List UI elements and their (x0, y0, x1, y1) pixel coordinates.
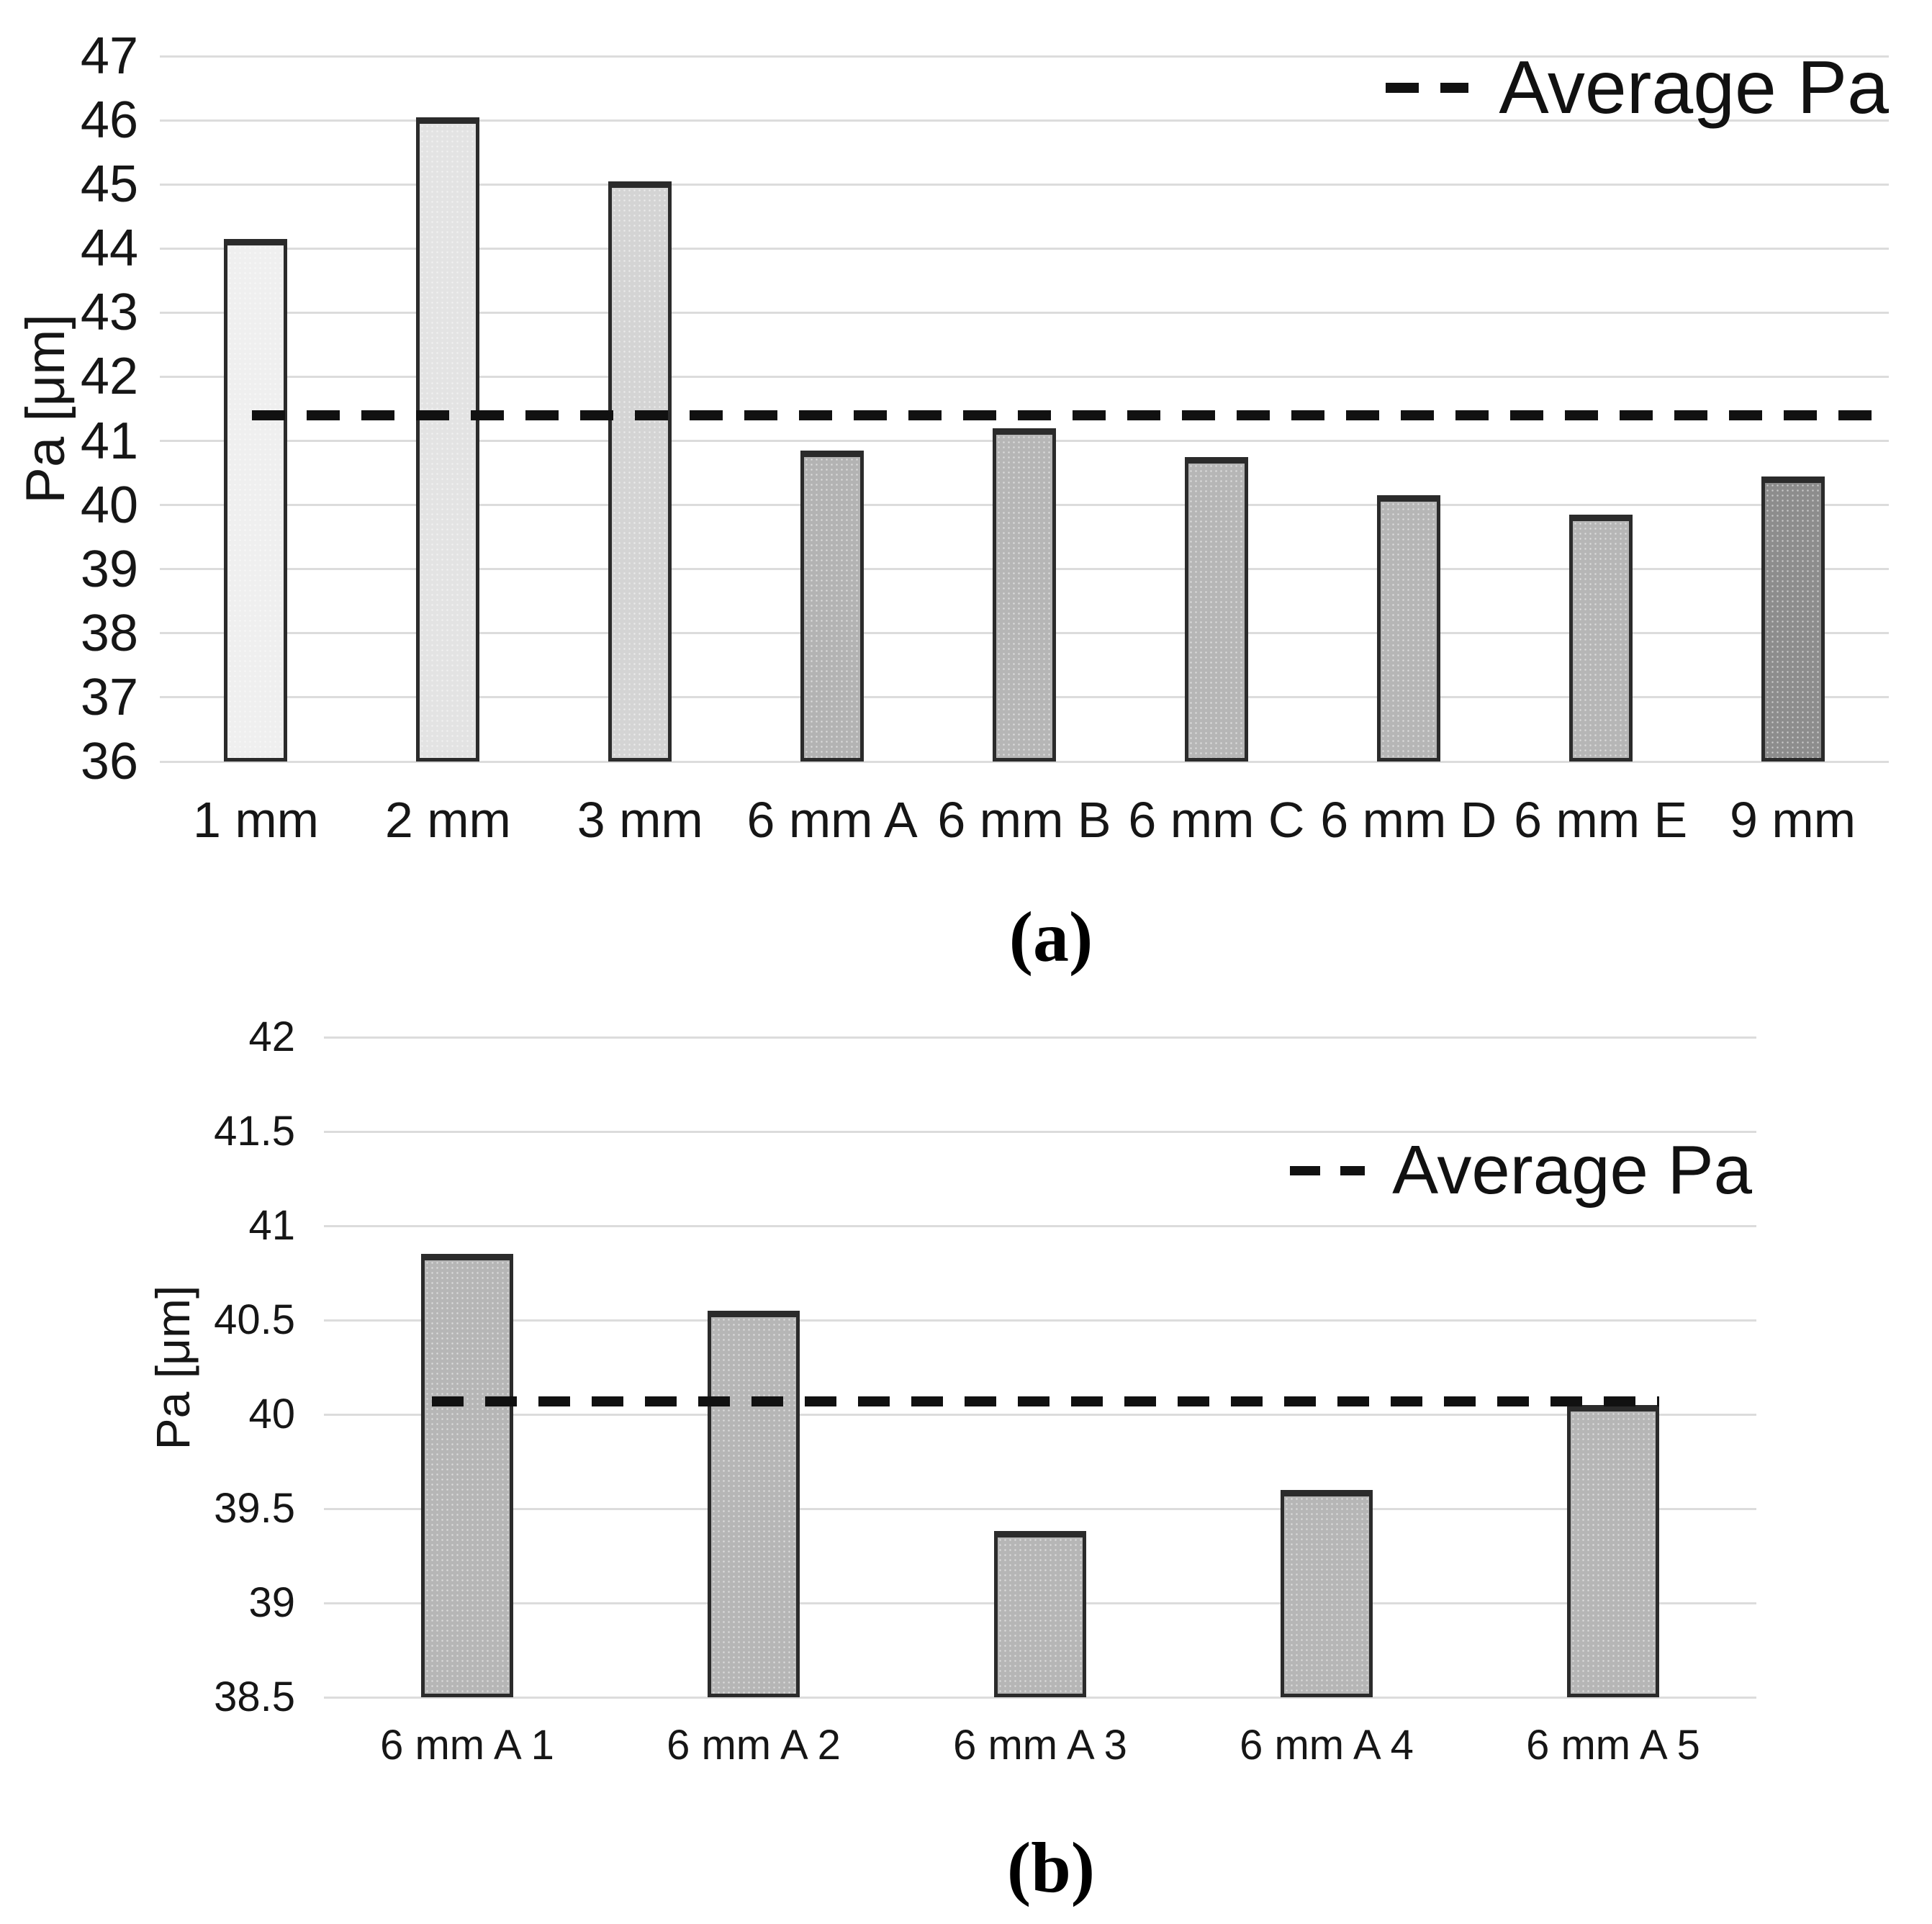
y-tick-label: 39.5 (214, 1485, 295, 1532)
y-tick-label: 41 (248, 1202, 295, 1249)
y-axis-title: Pa [μm] (146, 1285, 199, 1450)
x-tick-label: 9 mm (1730, 792, 1856, 848)
gridline (324, 1036, 1756, 1039)
legend-label: Average Pa (1499, 46, 1889, 130)
bar-9-mm (1761, 476, 1825, 762)
caption-b: (b) (1006, 1828, 1096, 1907)
y-tick-label: 47 (80, 27, 138, 85)
gridline (324, 1696, 1756, 1699)
y-tick-label: 42 (80, 348, 138, 406)
bar-6-mm-d (1376, 495, 1440, 762)
gridline (160, 760, 1889, 763)
y-tick-label: 43 (80, 284, 138, 342)
x-tick-label: 1 mm (192, 792, 319, 848)
y-tick-label: 40 (248, 1391, 295, 1437)
bar-6-mm-a (800, 450, 865, 762)
gridline (160, 311, 1889, 314)
bar-6-mm-a-4 (1281, 1489, 1373, 1697)
gridline (324, 1130, 1756, 1133)
y-tick-label: 44 (80, 220, 138, 278)
legend-label: Average Pa (1392, 1132, 1752, 1209)
gridline (324, 1507, 1756, 1510)
gridline (324, 1413, 1756, 1416)
y-tick-label: 40.5 (214, 1296, 295, 1343)
x-tick-label: 6 mm A 1 (380, 1722, 554, 1769)
gridline (324, 1224, 1756, 1227)
gridline (160, 183, 1889, 186)
bar-3-mm (608, 181, 672, 762)
gridline (160, 119, 1889, 122)
y-tick-label: 38.5 (214, 1674, 295, 1720)
bar-6-mm-a-2 (708, 1310, 800, 1697)
bar-6-mm-a-5 (1567, 1404, 1659, 1697)
gridline (324, 1319, 1756, 1322)
gridline (160, 375, 1889, 378)
y-tick-label: 36 (80, 733, 138, 790)
y-tick-label: 40 (80, 476, 138, 534)
y-tick-label: 37 (80, 668, 138, 726)
y-tick-label: 38 (80, 604, 138, 662)
x-tick-label: 6 mm A 5 (1526, 1722, 1700, 1769)
gridline (160, 247, 1889, 250)
y-tick-label: 39 (80, 540, 138, 598)
bar-6-mm-a-1 (421, 1254, 513, 1697)
x-tick-label: 6 mm A 3 (953, 1722, 1127, 1769)
gridline (160, 55, 1889, 58)
caption-a: (a) (1008, 897, 1093, 977)
average-line (432, 1396, 1659, 1406)
x-tick-label: 6 mm E (1514, 792, 1688, 848)
y-tick-label: 42 (248, 1013, 295, 1060)
legend-dash-icon (1290, 1165, 1366, 1175)
x-tick-label: 6 mm C (1128, 792, 1305, 848)
x-tick-label: 6 mm D (1320, 792, 1497, 848)
x-tick-label: 3 mm (577, 792, 703, 848)
bar-6-mm-c (1184, 456, 1248, 762)
y-tick-label: 41.5 (214, 1108, 295, 1155)
average-line (252, 410, 1872, 420)
y-tick-label: 39 (248, 1579, 295, 1626)
x-tick-label: 2 mm (384, 792, 511, 848)
legend: Average Pa (1386, 50, 1889, 125)
x-tick-label: 6 mm A 4 (1240, 1722, 1414, 1769)
bar-2-mm (416, 117, 480, 762)
y-tick-label: 41 (80, 412, 138, 470)
bar-6-mm-a-3 (994, 1531, 1086, 1697)
bar-6-mm-b (993, 428, 1056, 762)
y-tick-label: 46 (80, 91, 138, 150)
x-tick-label: 6 mm A 2 (667, 1722, 841, 1769)
bar-1-mm (224, 238, 288, 762)
legend: Average Pa (1290, 1136, 1752, 1205)
x-tick-label: 6 mm A (746, 792, 918, 848)
x-tick-label: 6 mm B (937, 792, 1111, 848)
legend-dash-icon (1386, 83, 1469, 93)
y-tick-label: 45 (80, 155, 138, 214)
bar-6-mm-e (1568, 515, 1633, 762)
